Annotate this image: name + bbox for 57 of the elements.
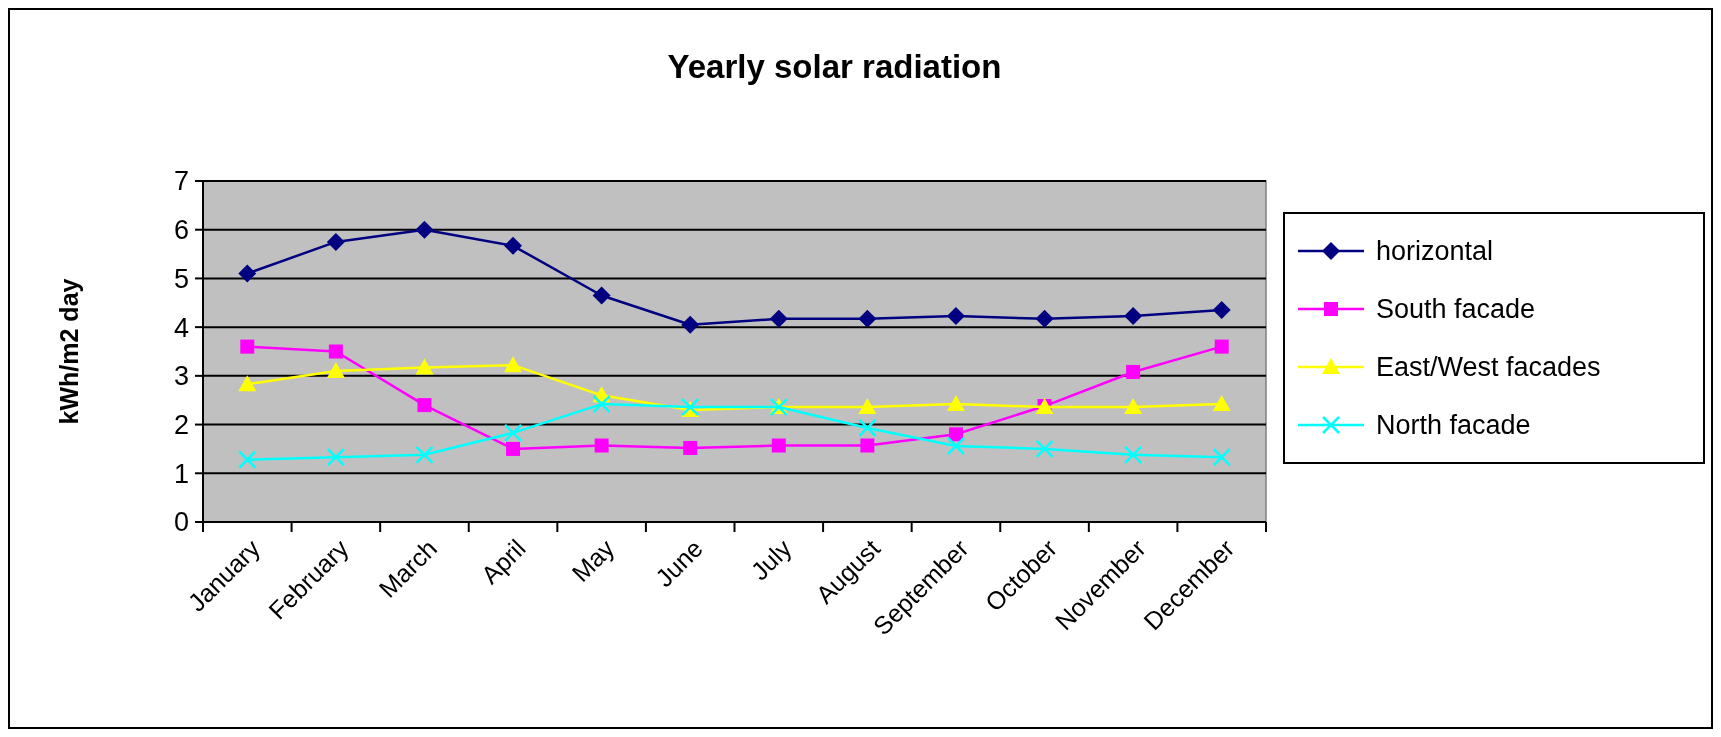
point — [1126, 364, 1141, 379]
point — [415, 358, 434, 375]
legend-label: South facade — [1376, 294, 1536, 325]
point — [415, 220, 434, 239]
point — [683, 440, 698, 455]
point — [1035, 309, 1054, 328]
legend-label: North facade — [1376, 410, 1531, 441]
point — [858, 418, 877, 438]
point — [771, 438, 786, 453]
point — [1035, 439, 1054, 459]
point — [326, 447, 346, 467]
point — [948, 427, 963, 442]
point — [1123, 445, 1143, 465]
point — [1212, 447, 1231, 467]
point — [328, 344, 343, 359]
y-tick-label: 3 — [173, 361, 189, 392]
point — [240, 339, 255, 354]
y-tick-label: 5 — [173, 263, 189, 294]
point — [1212, 301, 1231, 320]
point — [503, 423, 523, 443]
chart-title: Yearly solar radiation — [667, 48, 1002, 85]
point — [506, 441, 521, 456]
point — [238, 264, 257, 283]
point — [769, 309, 788, 328]
point — [860, 438, 875, 453]
y-tick-label: 4 — [173, 312, 189, 343]
point — [592, 286, 611, 305]
point — [326, 232, 345, 251]
point — [1124, 306, 1143, 325]
point — [594, 438, 609, 453]
y-tick-label: 1 — [173, 458, 189, 489]
point — [592, 394, 611, 414]
y-tick-label: 2 — [173, 410, 189, 441]
legend-label: East/West facades — [1376, 352, 1601, 383]
point — [946, 306, 965, 325]
x-tick-label: July — [745, 533, 797, 586]
point — [504, 356, 523, 373]
x-tick-label: May — [566, 533, 620, 588]
y-tick-label: 0 — [173, 507, 189, 538]
y-tick-label: 7 — [173, 166, 189, 197]
point — [417, 398, 432, 413]
point — [681, 315, 700, 334]
y-tick-label: 6 — [173, 215, 189, 246]
point — [415, 445, 434, 465]
point — [858, 398, 877, 415]
point — [1124, 398, 1143, 415]
point — [1214, 339, 1229, 354]
point — [238, 450, 257, 469]
legend-label: horizontal — [1376, 236, 1494, 267]
point — [858, 309, 877, 328]
y-axis-title: kWh/m2 day — [55, 278, 83, 425]
point — [504, 236, 523, 255]
point — [326, 361, 345, 378]
point — [238, 375, 257, 392]
point — [1212, 395, 1231, 412]
point — [946, 436, 966, 456]
point — [946, 395, 965, 412]
